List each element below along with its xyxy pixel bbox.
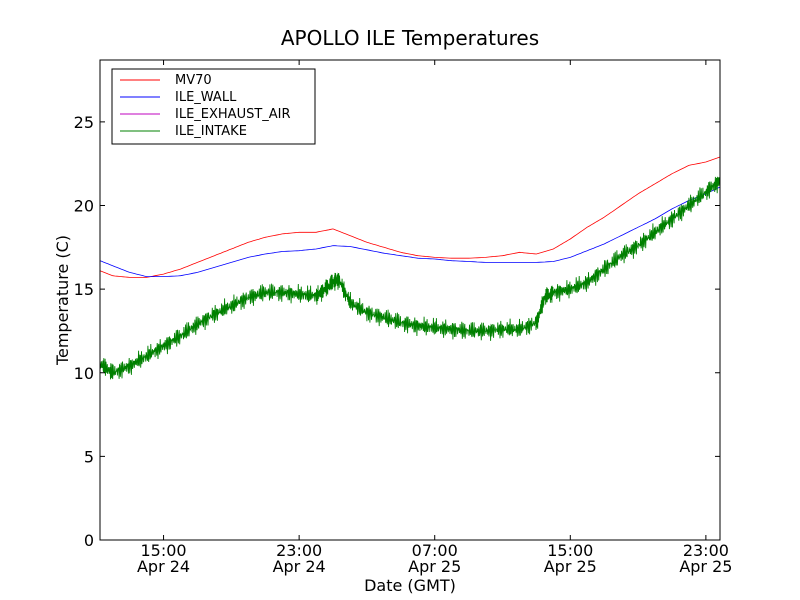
legend-label-mv70: MV70 xyxy=(175,73,212,88)
y-tick-label: 10 xyxy=(74,364,94,383)
x-tick-label-date: Apr 24 xyxy=(273,557,326,576)
y-tick-label: 15 xyxy=(74,280,94,299)
series-line-mv70 xyxy=(99,156,721,278)
x-tick-label-time: 23:00 xyxy=(276,541,322,560)
x-axis-label: Date (GMT) xyxy=(364,576,456,595)
x-tick-label-time: 07:00 xyxy=(412,541,458,560)
plot-frame xyxy=(99,59,721,541)
x-tick-label-time: 15:00 xyxy=(547,541,593,560)
series-line-ile-intake xyxy=(99,176,721,380)
legend-label-ile-intake: ILE_INTAKE xyxy=(175,124,247,139)
x-tick-label-time: 23:00 xyxy=(683,541,729,560)
x-tick-label-date: Apr 24 xyxy=(137,557,190,576)
x-tick-label-time: 15:00 xyxy=(140,541,186,560)
y-axis-label: Temperature (C) xyxy=(53,235,72,366)
y-tick-label: 20 xyxy=(74,197,94,216)
series-line-ile-wall xyxy=(99,186,721,277)
legend-label-ile-exhaust-air: ILE_EXHAUST_AIR xyxy=(175,107,291,122)
x-tick-label-date: Apr 25 xyxy=(408,557,461,576)
y-tick-label: 0 xyxy=(84,531,94,550)
y-tick-label: 5 xyxy=(84,447,94,466)
y-tick-label: 25 xyxy=(74,113,94,132)
x-tick-label-date: Apr 25 xyxy=(544,557,597,576)
y-axis-ticks: 0 5 10 15 20 25 xyxy=(74,113,720,550)
legend-label-ile-wall: ILE_WALL xyxy=(175,90,237,105)
chart-title: APOLLO ILE Temperatures xyxy=(281,26,539,50)
legend: MV70 ILE_WALL ILE_EXHAUST_AIR ILE_INTAKE xyxy=(111,68,316,145)
x-tick-label-date: Apr 25 xyxy=(679,557,732,576)
series-layer xyxy=(99,156,721,380)
